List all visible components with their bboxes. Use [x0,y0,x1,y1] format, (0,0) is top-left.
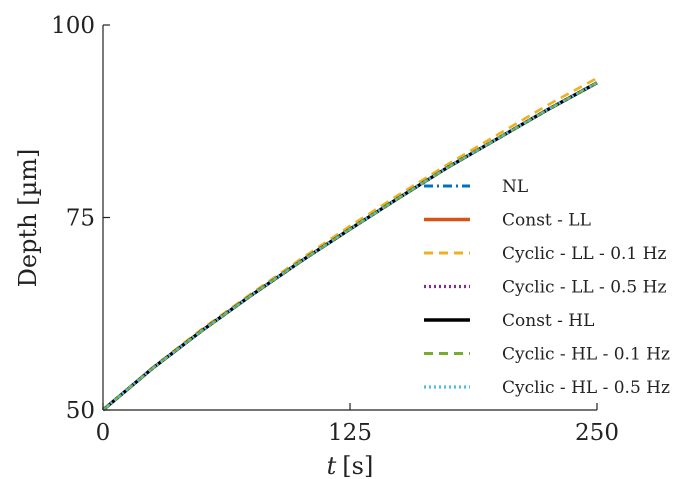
legend-label-6: Cyclic - HL - 0.1 Hz [502,345,670,365]
legend-label-5: Const - HL [502,311,594,331]
legend-label-2: Const - LL [502,211,591,231]
x-tick-label: 0 [96,420,111,446]
legend: NL Const - LL Cyclic - LL - 0.1 Hz Cyclic -… [424,177,670,398]
series-lines [101,76,598,412]
y-axis-title: Depth [µm] [14,149,42,288]
x-axis-symbol: t [327,452,337,479]
legend-label-7: Cyclic - HL - 0.5 Hz [502,378,670,398]
x-axis-title: t [s] [327,452,374,479]
legend-label-3: Cyclic - LL - 0.1 Hz [502,244,666,264]
axes: 0 125 250 50 75 100 [51,13,619,446]
y-tick-label: 100 [51,13,95,39]
legend-label-4: Cyclic - LL - 0.5 Hz [502,278,666,298]
x-tick-label: 250 [575,420,619,446]
y-tick-label: 75 [66,206,95,232]
series-line-7 [102,81,598,412]
y-tick-label: 50 [66,398,95,424]
x-tick-label: 125 [328,420,372,446]
x-axis-unit: [s] [342,452,373,479]
legend-label-1: NL [502,177,528,197]
